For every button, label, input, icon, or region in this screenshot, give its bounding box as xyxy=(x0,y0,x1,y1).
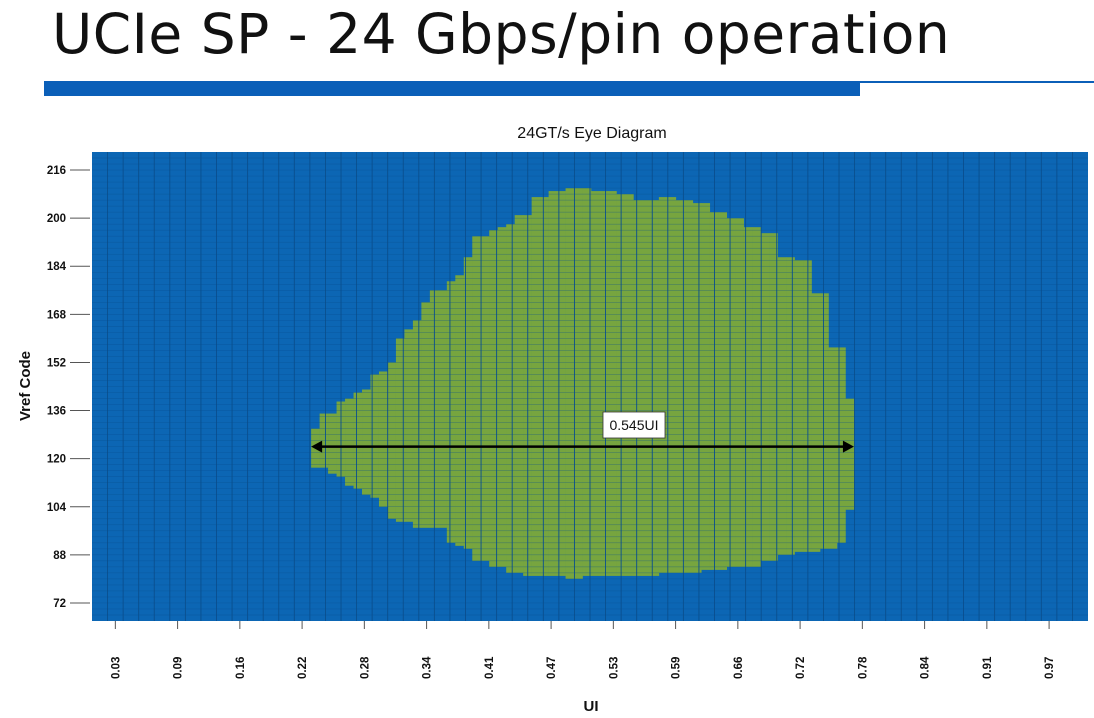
title-underline-thick xyxy=(44,81,860,96)
x-tick-label: 0.47 xyxy=(546,657,558,679)
eye-open-column xyxy=(658,197,668,573)
y-tick-label: 72 xyxy=(53,598,66,610)
x-tick-label: 0.91 xyxy=(982,656,994,679)
eye-open-column xyxy=(370,374,380,498)
y-axis-label: Vref Code xyxy=(17,351,34,421)
y-tick-label: 136 xyxy=(47,406,66,418)
y-tick-label: 152 xyxy=(47,357,66,369)
x-axis: 0.03 0.09 0.16 0.22 0.28 0.34 0.41 0.47 0.53 0.59… xyxy=(110,621,1056,679)
eye-open-column xyxy=(362,389,371,495)
eye-open-column xyxy=(633,200,643,576)
x-tick-label: 0.72 xyxy=(795,657,807,679)
x-tick-label: 0.78 xyxy=(857,656,869,679)
eye-open-column xyxy=(557,191,566,576)
eye-open-column xyxy=(514,215,524,573)
eye-open-column xyxy=(446,281,456,543)
eye-open-column xyxy=(345,398,354,486)
eye-open-column xyxy=(565,188,575,579)
eye-open-column xyxy=(760,233,770,561)
eye-open-column xyxy=(582,188,592,576)
eye-open-column xyxy=(769,233,778,561)
eye-open-column xyxy=(548,191,558,576)
eye-open-column xyxy=(845,398,855,510)
eye-open-column xyxy=(752,227,761,567)
eye-open-column xyxy=(828,347,838,549)
y-tick-label: 200 xyxy=(47,213,66,225)
slide-title: UCIe SP - 24 Gbps/pin operation xyxy=(52,2,951,66)
eye-open-column xyxy=(378,371,388,507)
eye-open-column xyxy=(328,413,337,474)
eye-width-arrowhead-right xyxy=(842,440,854,453)
eye-width-label-box xyxy=(602,411,666,439)
x-tick-label: 0.53 xyxy=(608,657,620,679)
eye-open-column xyxy=(497,227,507,567)
eye-open-column xyxy=(463,257,473,549)
eye-open-column xyxy=(412,320,422,528)
eye-open-column xyxy=(599,191,609,576)
eye-open-column xyxy=(777,257,787,555)
eye-open-column xyxy=(607,191,617,576)
x-tick-label: 0.84 xyxy=(920,656,932,679)
eye-open-column xyxy=(404,329,414,522)
title-underline-thin xyxy=(860,81,1094,83)
eye-open-column xyxy=(650,200,660,576)
y-tick-label: 184 xyxy=(47,261,67,273)
y-axis: 216 200 184 168 152 136 120 104 88 72 xyxy=(47,165,90,610)
chart-title: 24GT/s Eye Diagram xyxy=(517,125,666,142)
y-tick-label: 120 xyxy=(47,454,66,466)
eye-open-column xyxy=(718,212,728,570)
eye-open-column xyxy=(743,227,753,567)
x-tick-label: 0.66 xyxy=(733,657,745,679)
x-tick-label: 0.03 xyxy=(110,657,122,679)
eye-width-arrowhead-left xyxy=(311,440,323,453)
x-tick-label: 0.59 xyxy=(671,657,683,679)
eye-open-column xyxy=(641,200,651,576)
eye-open-column xyxy=(395,338,405,522)
x-tick-label: 0.97 xyxy=(1044,657,1056,679)
y-tick-label: 168 xyxy=(47,309,67,321)
x-tick-label: 0.41 xyxy=(484,656,496,679)
eye-open-column xyxy=(794,260,804,552)
x-tick-label: 0.16 xyxy=(235,657,247,679)
eye-open-column xyxy=(591,191,600,576)
eye-open-column xyxy=(624,194,634,576)
eye-open-column xyxy=(836,347,846,543)
eye-open-column xyxy=(574,188,583,579)
eye-open-column xyxy=(421,302,431,528)
x-tick-label: 0.28 xyxy=(359,656,371,679)
eye-width-label: 0.545UI xyxy=(609,417,658,433)
eye-open-column xyxy=(820,293,829,549)
x-tick-label: 0.22 xyxy=(297,657,309,679)
x-axis-label: UI xyxy=(584,698,599,715)
eye-open-column xyxy=(438,290,448,528)
y-tick-label: 88 xyxy=(53,550,66,562)
eye-open-column xyxy=(692,203,702,573)
y-tick-label: 104 xyxy=(47,502,67,514)
grid-lines xyxy=(92,152,1088,621)
x-tick-label: 0.34 xyxy=(422,656,434,679)
eye-open-column xyxy=(786,257,795,555)
y-tick-label: 216 xyxy=(47,165,66,177)
x-tick-label: 0.09 xyxy=(173,657,185,679)
eye-open-column xyxy=(667,197,677,573)
eye-width-annotation: 0.545UI xyxy=(311,411,854,453)
